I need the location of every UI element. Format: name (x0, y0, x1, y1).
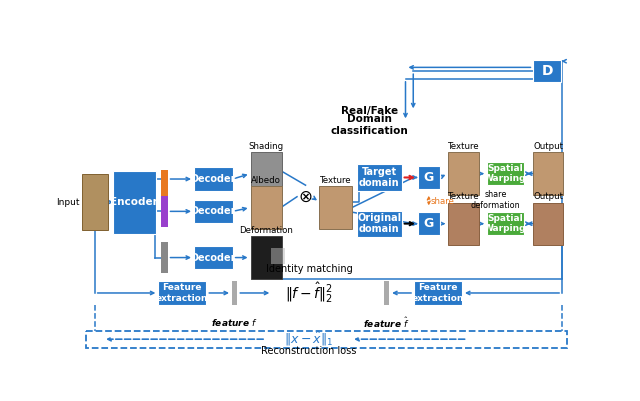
Bar (250, 236, 282, 279)
Text: Real/Fake: Real/Fake (340, 106, 397, 116)
Bar (232, 281, 237, 305)
Bar (448, 152, 479, 195)
FancyBboxPatch shape (487, 212, 524, 235)
Bar (250, 152, 282, 195)
Text: Decoder: Decoder (191, 253, 236, 263)
Bar (533, 203, 563, 245)
Text: Reconstruction loss: Reconstruction loss (261, 346, 356, 356)
Bar (271, 248, 285, 264)
Bar (81, 174, 108, 230)
Text: Original
domain: Original domain (357, 213, 401, 235)
Text: share
deformation: share deformation (470, 190, 520, 209)
Bar (533, 152, 563, 195)
Text: Shading: Shading (248, 142, 284, 151)
Text: Domain
classification: Domain classification (330, 114, 408, 136)
Text: Decoder: Decoder (191, 174, 236, 184)
FancyBboxPatch shape (487, 162, 524, 185)
Bar (161, 170, 168, 214)
Text: Spatial
Warping: Spatial Warping (484, 214, 527, 233)
Text: D: D (541, 64, 553, 78)
Text: $\|f - \hat{f}\|_2^2$: $\|f - \hat{f}\|_2^2$ (285, 281, 333, 305)
Text: Identity matching: Identity matching (266, 264, 353, 274)
Text: Texture: Texture (320, 176, 351, 185)
FancyBboxPatch shape (158, 281, 206, 305)
Bar (448, 203, 479, 245)
Bar (161, 242, 168, 273)
Text: Target
domain: Target domain (359, 167, 399, 188)
FancyBboxPatch shape (113, 170, 156, 234)
Text: Output: Output (533, 142, 563, 151)
Text: Input: Input (56, 198, 79, 207)
Text: feature $f$: feature $f$ (211, 317, 258, 328)
FancyBboxPatch shape (414, 281, 462, 305)
Text: feature $\hat{f}$: feature $\hat{f}$ (363, 315, 410, 330)
Text: Texture: Texture (448, 192, 479, 201)
FancyBboxPatch shape (194, 168, 233, 190)
Text: Texture: Texture (448, 142, 479, 151)
Text: Output: Output (533, 192, 563, 201)
Bar (250, 186, 282, 229)
Bar (319, 186, 352, 229)
FancyBboxPatch shape (356, 164, 402, 190)
Text: Albedo: Albedo (251, 176, 281, 185)
Text: Feature
extraction: Feature extraction (156, 283, 209, 303)
Text: Decoder: Decoder (191, 207, 236, 217)
Text: G: G (424, 171, 434, 184)
FancyBboxPatch shape (418, 212, 440, 235)
Text: G: G (424, 217, 434, 230)
Text: Deformation: Deformation (239, 226, 293, 235)
FancyBboxPatch shape (356, 211, 402, 237)
Text: Spatial
Warping: Spatial Warping (484, 164, 527, 183)
Text: $\|x - \hat{x}\|_1$: $\|x - \hat{x}\|_1$ (284, 330, 333, 348)
Text: Feature
extraction: Feature extraction (412, 283, 464, 303)
FancyBboxPatch shape (418, 166, 440, 189)
FancyBboxPatch shape (533, 61, 561, 82)
FancyBboxPatch shape (194, 200, 233, 223)
Bar (384, 281, 389, 305)
Text: Encoder: Encoder (110, 197, 158, 207)
Text: $\otimes$: $\otimes$ (298, 188, 313, 206)
FancyBboxPatch shape (194, 246, 233, 269)
Text: share: share (430, 197, 454, 206)
Bar (161, 196, 168, 227)
